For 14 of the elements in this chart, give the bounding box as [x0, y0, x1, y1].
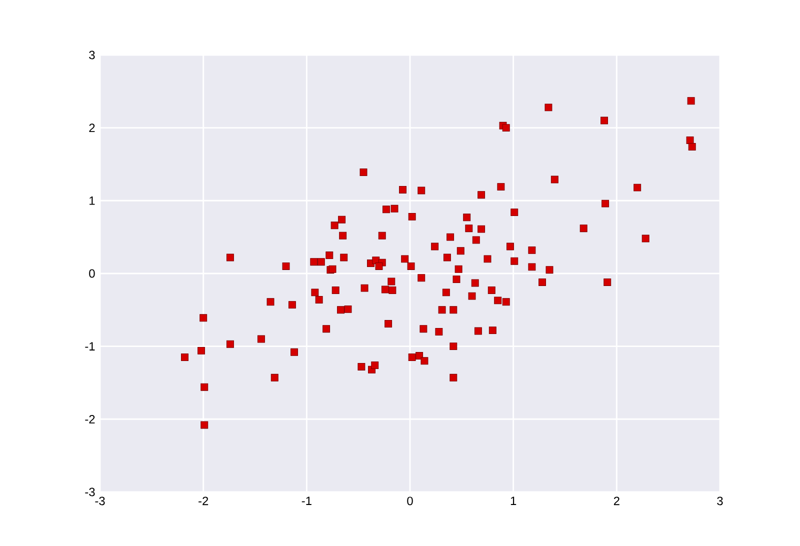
x-tick-label: 1: [510, 496, 516, 505]
y-tick-label: 1: [90, 196, 95, 205]
x-tick-label: 2: [614, 496, 620, 506]
x-tick-label: -2: [198, 496, 208, 506]
y-tick-label: 0: [89, 269, 95, 278]
x-tick-label: 3: [717, 496, 723, 506]
x-tick-label: 0: [407, 496, 413, 506]
y-tick-label: -3: [85, 488, 95, 496]
y-tick-label: -1: [85, 342, 95, 350]
y-tick-label: -2: [85, 414, 95, 424]
x-tick-label: -3: [95, 496, 105, 506]
y-tick-label: 2: [89, 124, 95, 132]
x-tick-label: -1: [302, 496, 312, 505]
y-tick-label: 3: [89, 50, 95, 60]
